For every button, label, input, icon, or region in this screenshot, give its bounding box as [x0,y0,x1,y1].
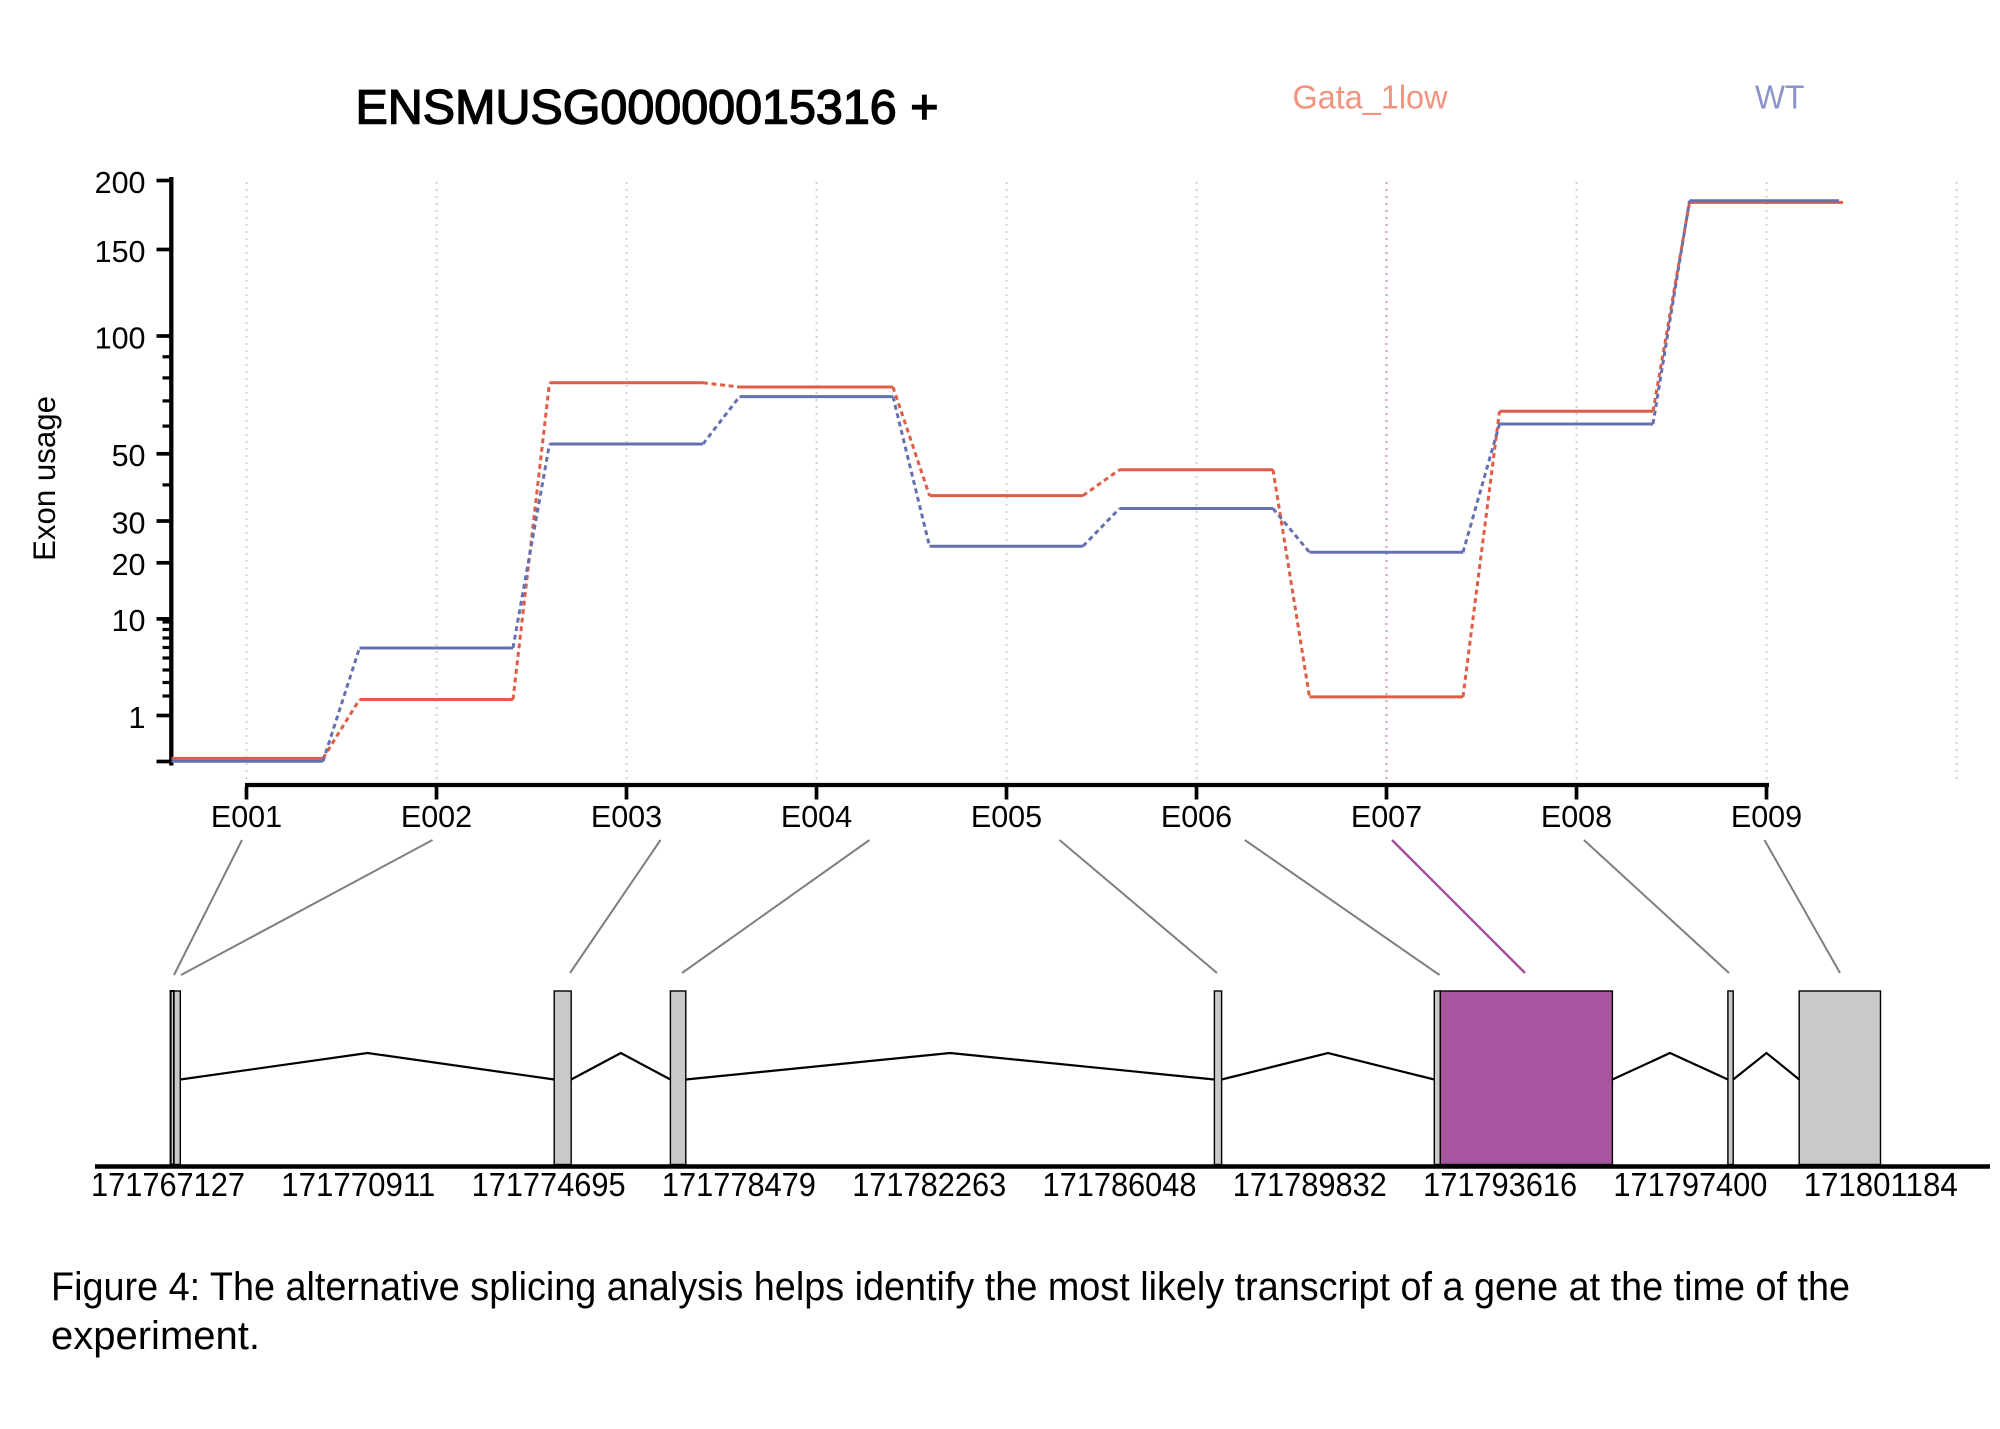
svg-text:171778479: 171778479 [662,1166,816,1203]
svg-text:Gata_1low: Gata_1low [1293,79,1448,116]
svg-text:171797400: 171797400 [1613,1166,1767,1203]
svg-text:E009: E009 [1731,800,1802,834]
svg-text:1: 1 [129,701,146,735]
svg-text:E007: E007 [1351,800,1422,834]
svg-text:E006: E006 [1161,800,1232,834]
svg-text:150: 150 [95,235,146,269]
svg-text:171789832: 171789832 [1233,1166,1387,1203]
svg-text:100: 100 [95,321,146,355]
svg-text:20: 20 [112,548,146,582]
svg-text:171801184: 171801184 [1804,1166,1958,1203]
svg-text:Figure 4: The alternative spli: Figure 4: The alternative splicing analy… [51,1265,1850,1309]
svg-text:E004: E004 [781,800,852,834]
svg-text:E005: E005 [971,800,1042,834]
svg-text:171786048: 171786048 [1043,1166,1197,1203]
svg-text:30: 30 [112,506,146,540]
svg-text:171782263: 171782263 [852,1166,1006,1203]
svg-text:Exon usage: Exon usage [26,396,62,561]
svg-text:E003: E003 [591,800,662,834]
svg-text:171793616: 171793616 [1423,1166,1577,1203]
svg-text:experiment.: experiment. [51,1314,260,1358]
svg-text:E001: E001 [211,800,282,834]
svg-text:50: 50 [112,439,146,473]
svg-text:WT: WT [1755,79,1805,116]
svg-text:E008: E008 [1541,800,1612,834]
svg-text:171770911: 171770911 [281,1166,435,1203]
svg-text:171767127: 171767127 [91,1166,245,1203]
svg-text:10: 10 [112,604,146,638]
svg-text:171774695: 171774695 [472,1166,626,1203]
svg-text:200: 200 [95,166,146,200]
svg-text:ENSMUSG00000015316 +: ENSMUSG00000015316 + [356,81,939,135]
svg-text:E002: E002 [401,800,472,834]
